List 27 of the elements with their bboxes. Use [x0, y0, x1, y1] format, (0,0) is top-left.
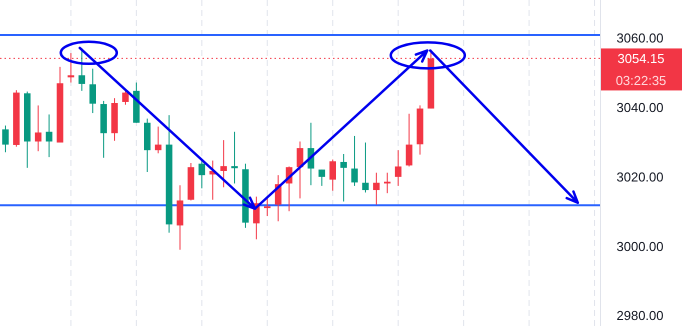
y-tick-label: 3060.00 [616, 30, 664, 46]
candlestick [318, 169, 326, 186]
candlestick [34, 104, 42, 152]
candlestick [220, 140, 227, 188]
candlestick [122, 90, 129, 106]
candlestick [329, 159, 336, 192]
candlestick [373, 172, 380, 206]
candlestick [340, 153, 347, 202]
candlestick [46, 114, 52, 158]
y-tick-label: 3000.00 [616, 238, 664, 254]
candlestick [198, 160, 206, 189]
ref-line-label: 3054.15 [618, 50, 664, 66]
candlestick [231, 131, 238, 184]
candlestick [406, 113, 412, 167]
candlestick [78, 48, 86, 92]
y-tick-label: 2980.00 [616, 308, 664, 324]
candlestick [296, 141, 304, 199]
y-tick-label: 3040.00 [616, 100, 664, 116]
text: 03:22:35 [616, 72, 666, 88]
candlestick [154, 126, 162, 154]
candlestick [362, 142, 369, 193]
candlestick [351, 135, 358, 186]
candlestick [394, 150, 402, 186]
candlestick [89, 68, 96, 114]
candlestick [384, 172, 391, 194]
candlestick [2, 125, 9, 153]
y-tick-label: 3020.00 [616, 169, 664, 184]
